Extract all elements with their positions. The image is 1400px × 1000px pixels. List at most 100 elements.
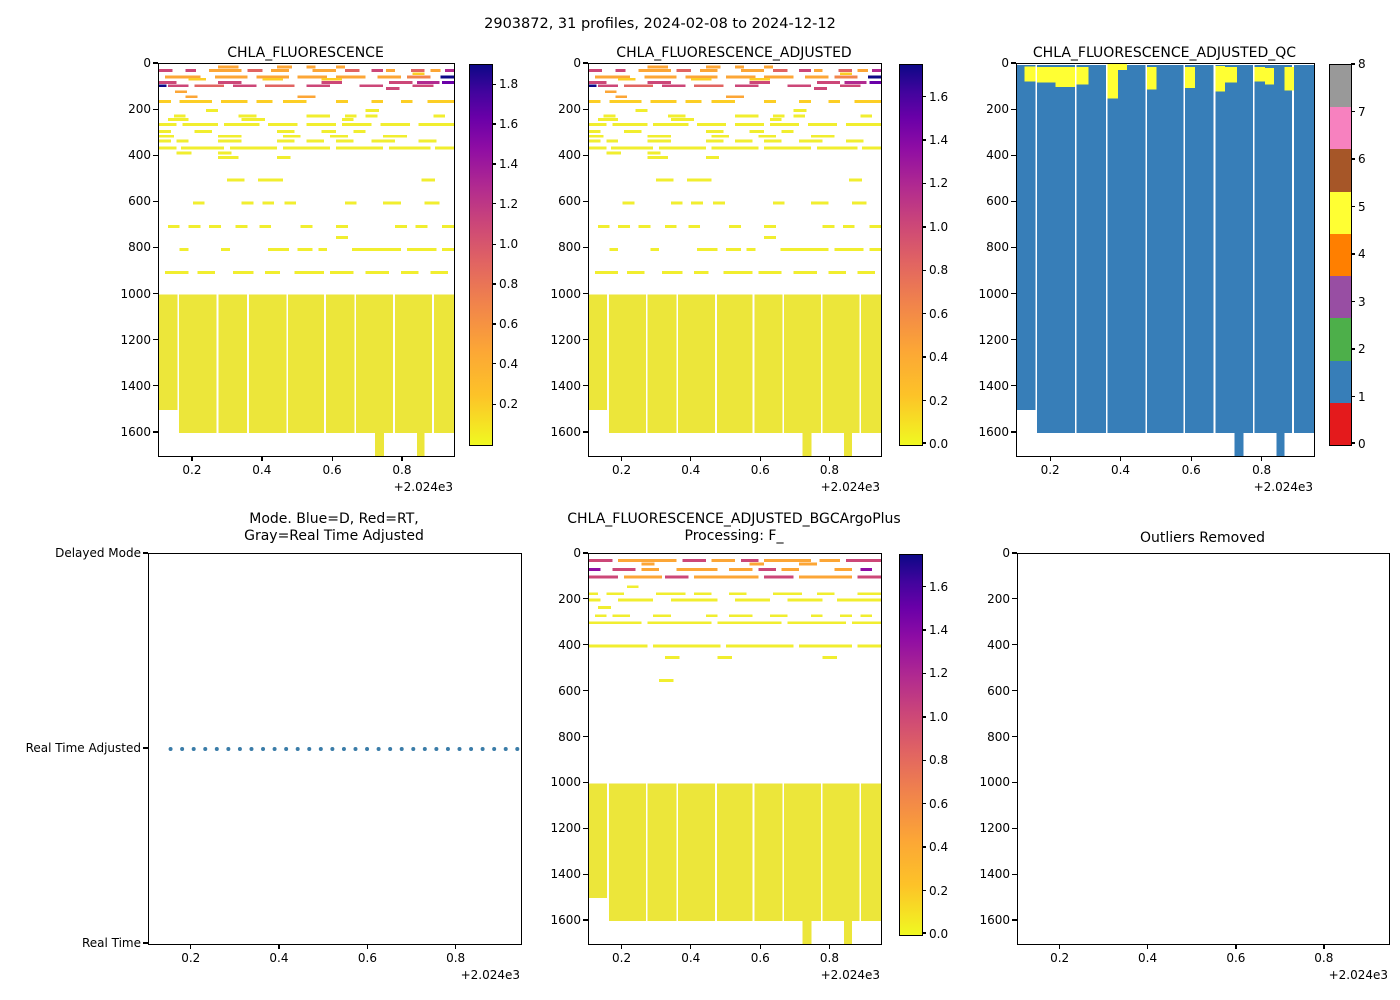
colorbar-tick-mark	[922, 313, 926, 315]
y-tick-label: 800	[128, 240, 151, 255]
panel-title-chla-fluorescence-adjusted: CHLA_FLUORESCENCE_ADJUSTED	[616, 45, 852, 61]
qc-colorband-6	[1330, 149, 1351, 192]
y-tick-mark	[1012, 552, 1017, 554]
x-tick-label: 0.6	[322, 463, 342, 477]
colorbar-tick-label: 0.2	[929, 393, 949, 408]
colorbar-tick-label: 1.0	[499, 237, 519, 252]
colorbar-tick-label: 1	[1358, 389, 1366, 404]
y-tick-label: 0	[143, 56, 151, 70]
y-tick-label: 200	[986, 102, 1009, 117]
colorbar-tick-label: 3	[1358, 294, 1366, 309]
x-tick-label: 0.8	[819, 951, 840, 965]
colorbar-chla-fluorescence-adjusted	[899, 64, 923, 446]
y-tick-mark	[583, 200, 588, 202]
y-tick-label: 1200	[120, 332, 151, 347]
x-tick-label: 0.4	[1138, 951, 1158, 965]
colorbar-tick-label: 1.2	[929, 176, 949, 191]
colorbar-tick-mark	[922, 182, 926, 184]
y-tick-label: 1000	[978, 286, 1009, 301]
colorbar-tick-mark	[1351, 300, 1355, 303]
x-tick-mark	[759, 944, 761, 949]
y-tick-label: 1200	[978, 332, 1009, 347]
heatmap-bgcargoplus	[588, 553, 882, 945]
x-tick-label: 0.8	[1252, 463, 1272, 477]
y-tick-mark	[1012, 644, 1017, 646]
colorbar-tick-label: 7	[1358, 104, 1366, 119]
y-tick-label: 1400	[979, 867, 1010, 882]
x-tick-mark	[759, 456, 761, 461]
x-tick-label: 0.2	[1050, 951, 1070, 965]
y-tick-mark	[153, 200, 158, 202]
colorbar-tick-label: 1.4	[499, 156, 519, 171]
axis-offset-label: +2.024e3	[393, 480, 453, 494]
y-tick-mark	[583, 431, 588, 433]
colorbar-tick-label: 0.2	[929, 883, 949, 898]
y-tick-label: 600	[558, 683, 581, 698]
x-tick-label: 0.8	[446, 951, 466, 965]
y-tick-label: 600	[558, 194, 581, 209]
y-tick-label: 600	[128, 194, 151, 209]
qc-colorband-3	[1330, 276, 1351, 319]
x-tick-label: 0.4	[681, 951, 701, 965]
y-tick-label: 1000	[979, 775, 1010, 790]
y-tick-label: 0	[1001, 56, 1009, 70]
x-tick-label: 0.2	[181, 951, 201, 965]
colorbar-tick-mark	[492, 83, 496, 85]
colorbar-tick-label: 0.6	[929, 306, 949, 321]
p2-content	[589, 65, 881, 456]
colorbar-tick-mark	[1351, 348, 1355, 350]
colorbar-tick-mark	[492, 243, 496, 245]
y-tick-label: 400	[558, 148, 581, 163]
colorbar-tick-mark	[922, 803, 926, 805]
figure-title: 2903872, 31 profiles, 2024-02-08 to 2024…	[484, 16, 836, 32]
y-tick-label: 0	[573, 546, 581, 560]
x-tick-mark	[1049, 456, 1051, 461]
colorbar-tick-mark	[922, 356, 926, 358]
panel-title-mode: Mode. Blue=D, Red=RT, Gray=Real Time Adj…	[244, 511, 424, 544]
x-tick-mark	[690, 456, 692, 461]
y-tick-mark	[583, 339, 588, 341]
y-tick-mark	[1011, 431, 1016, 433]
y-tick-label: 600	[986, 194, 1009, 209]
y-tick-mark	[153, 62, 158, 64]
colorbar-tick-mark	[922, 442, 926, 444]
colorbar-tick-mark	[922, 672, 926, 674]
y-tick-label: 1400	[550, 867, 581, 882]
colorbar-tick-mark	[922, 629, 926, 631]
colorbar-tick-mark	[492, 283, 496, 285]
y-tick-mark	[143, 942, 148, 944]
y-tick-mark	[583, 690, 588, 692]
mode-scatter-plot	[148, 553, 522, 945]
colorbar-tick-label: 1.0	[929, 220, 949, 235]
y-tick-label: 0	[573, 56, 581, 70]
y-tick-mark	[1012, 735, 1017, 738]
y-tick-label: 1200	[550, 821, 581, 836]
colorbar-tick-mark	[922, 96, 926, 98]
y-tick-mark	[583, 644, 588, 646]
y-tick-mark	[583, 552, 588, 554]
y-tick-label: 1600	[978, 424, 1009, 439]
x-tick-label: 0.8	[1314, 951, 1334, 965]
panel-title-bgcargoplus: CHLA_FLUORESCENCE_ADJUSTED_BGCArgoPlus P…	[567, 511, 901, 544]
x-tick-mark	[1261, 456, 1263, 461]
p3-content	[1017, 64, 1314, 456]
colorbar-tick-label: 0.2	[499, 397, 519, 412]
y-tick-mark	[1012, 781, 1017, 783]
outliers-removed-plot	[1017, 553, 1390, 945]
y-tick-mark	[583, 154, 588, 156]
y-tick-mark	[153, 154, 158, 156]
x-tick-mark	[366, 944, 369, 949]
p4-content	[168, 747, 520, 751]
panel-title-outliers-removed: Outliers Removed	[1140, 530, 1265, 546]
y-tick-mark	[583, 919, 588, 921]
x-tick-label: 0.6	[750, 951, 770, 965]
colorbar-bgcargoplus	[899, 554, 923, 936]
y-tick-mark	[1011, 62, 1016, 64]
x-tick-mark	[1190, 456, 1192, 461]
colorbar-tick-label: 1.0	[929, 710, 949, 725]
x-tick-label: 0.8	[392, 463, 412, 477]
colorbar-tick-mark	[922, 269, 926, 271]
x-tick-mark	[331, 456, 333, 461]
y-tick-mark	[1011, 385, 1016, 387]
colorbar-tick-mark	[922, 716, 926, 718]
